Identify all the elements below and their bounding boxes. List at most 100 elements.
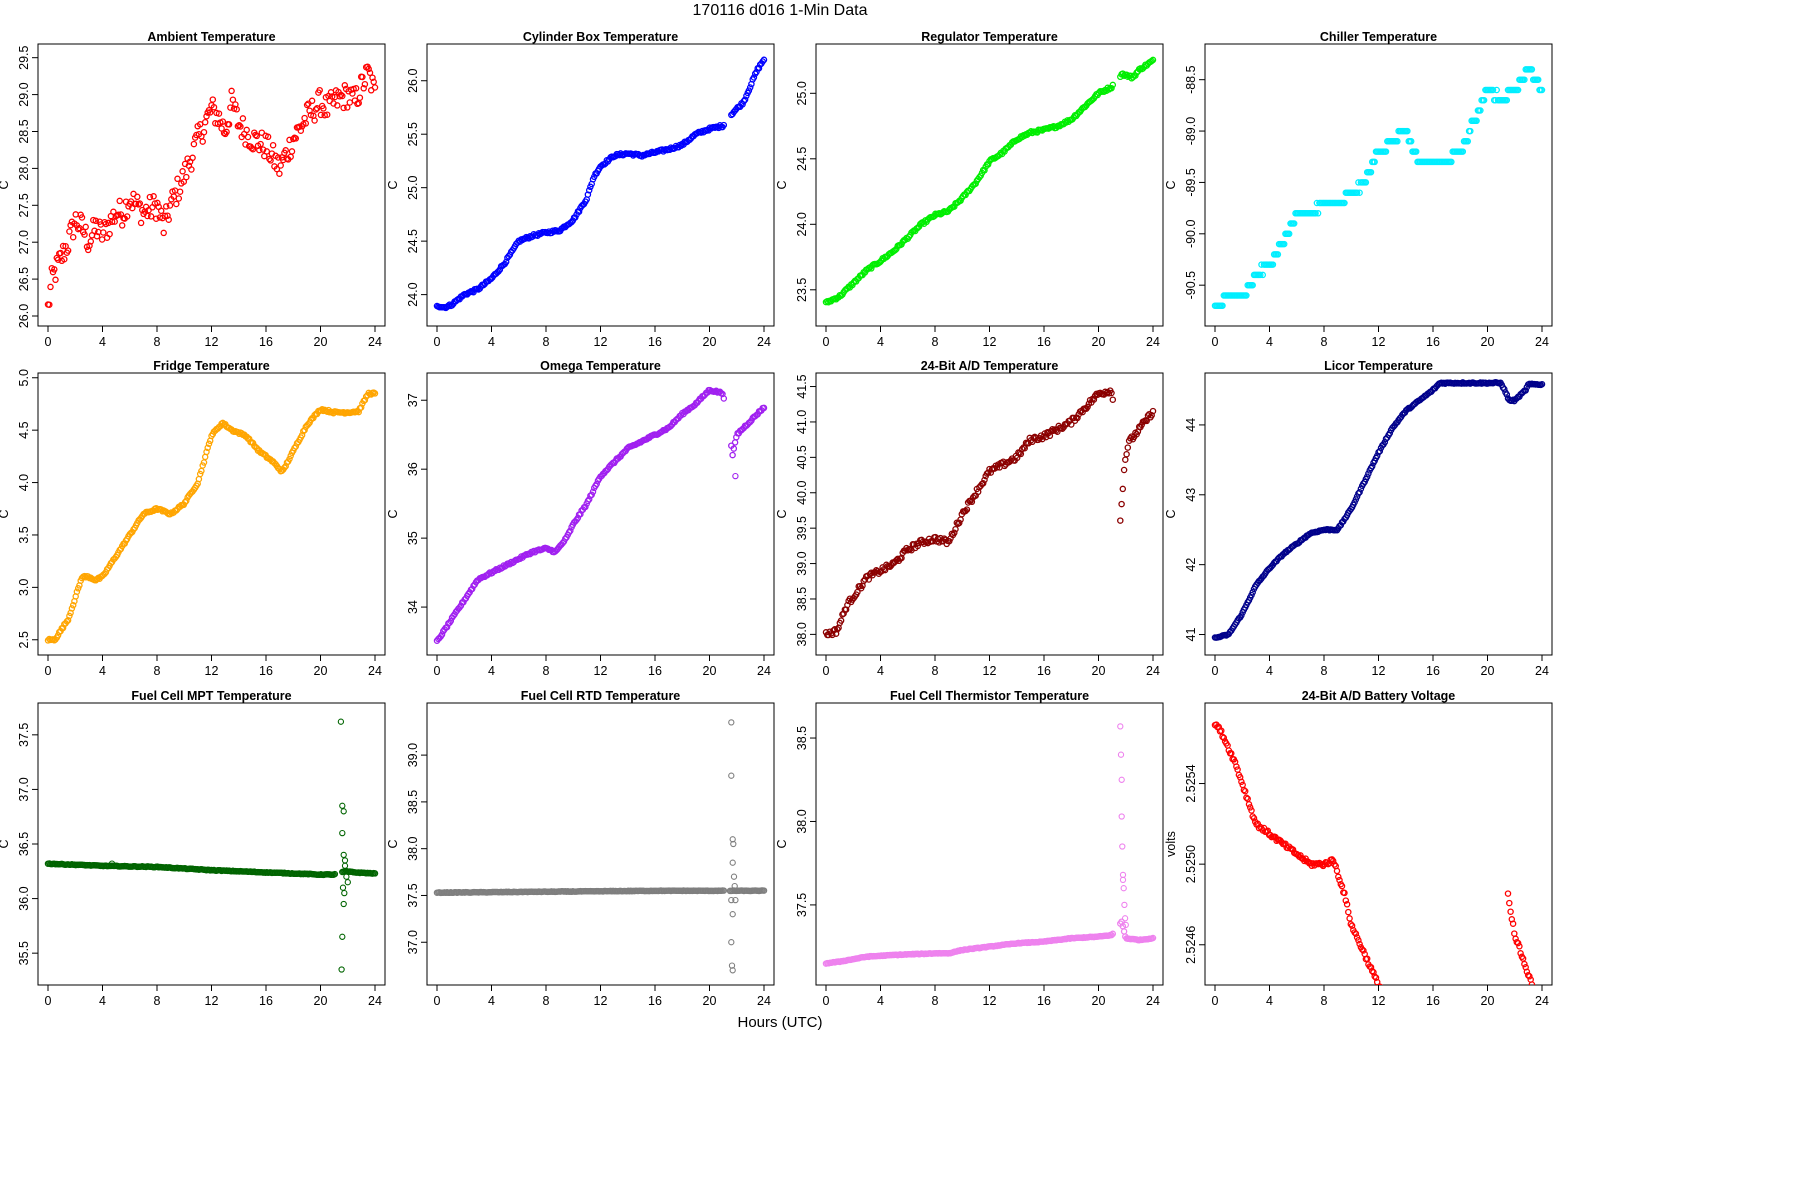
data-point — [1345, 908, 1352, 916]
data-point — [1531, 986, 1536, 991]
x-tick-label: 24 — [1146, 335, 1160, 349]
x-tick-label: 24 — [1535, 994, 1549, 1008]
y-tick-label: 35 — [406, 531, 420, 545]
data-point — [1514, 86, 1522, 94]
data-point — [237, 123, 244, 130]
data-point — [1049, 426, 1056, 433]
data-point — [200, 128, 208, 136]
data-point — [438, 631, 446, 638]
data-point — [1368, 967, 1376, 975]
y-tick-label: 36.5 — [17, 832, 31, 856]
data-point — [720, 121, 728, 129]
data-point — [760, 404, 768, 412]
data-point — [340, 104, 347, 112]
data-point — [360, 85, 367, 92]
x-tick-label: 8 — [154, 664, 161, 678]
data-point — [1124, 444, 1132, 451]
x-tick-label: 12 — [205, 664, 219, 678]
data-point — [760, 887, 768, 894]
data-point — [1333, 867, 1341, 875]
y-tick-label: -90.0 — [1184, 220, 1198, 249]
x-tick-label: 4 — [488, 994, 495, 1008]
data-point — [1382, 148, 1390, 155]
data-point — [1376, 983, 1383, 985]
outlier-point — [728, 772, 735, 779]
y-axis-label: C — [775, 839, 789, 848]
data-point — [1386, 429, 1394, 437]
data-point — [1376, 447, 1384, 455]
y-tick-label: 29.5 — [17, 45, 31, 69]
chart-panel-7: 24-Bit A/D Temperature C 0 4 8 12 16 20 24 38.0 38… — [775, 359, 1164, 678]
data-point — [291, 444, 298, 452]
plot-frame — [426, 43, 775, 327]
data-point — [1446, 1031, 1451, 1036]
outlier-point — [1122, 921, 1129, 929]
data-point — [1122, 456, 1129, 463]
x-tick-label: 20 — [314, 664, 328, 678]
y-axis-label: C — [386, 839, 400, 848]
y-tick-label: 42 — [1184, 558, 1198, 572]
x-tick-label: 12 — [594, 335, 608, 349]
data-point — [257, 140, 264, 148]
x-tick-label: 4 — [877, 335, 884, 349]
data-series — [822, 56, 1157, 306]
data-point — [1118, 500, 1125, 508]
y-tick-label: -89.5 — [1184, 168, 1198, 197]
data-point — [81, 231, 88, 238]
outlier-point — [729, 967, 736, 974]
data-point — [205, 440, 213, 448]
outlier-point — [337, 718, 345, 725]
data-point — [1290, 220, 1298, 227]
outlier-point — [732, 472, 739, 480]
x-tick-label: 16 — [648, 664, 662, 678]
data-point — [281, 464, 288, 471]
data-point — [61, 255, 68, 263]
x-tick-label: 20 — [1481, 994, 1495, 1008]
data-point — [1504, 890, 1512, 897]
data-point — [1371, 158, 1378, 166]
data-series — [433, 56, 768, 312]
data-point — [720, 395, 728, 402]
outlier-point — [344, 879, 351, 886]
data-point — [956, 519, 963, 527]
y-tick-label: 39.0 — [795, 551, 809, 575]
data-point — [1406, 1003, 1411, 1008]
outlier-point — [730, 840, 737, 848]
data-point — [282, 462, 289, 470]
chart-panel-12: 24-Bit A/D Battery Voltage volts 0 4 8 12 16 20… — [1164, 689, 1553, 1040]
outlier-point — [340, 808, 347, 815]
data-point — [1249, 281, 1256, 289]
data-point — [1356, 189, 1363, 196]
data-point — [981, 476, 988, 484]
x-tick-label: 0 — [434, 994, 441, 1008]
data-point — [1373, 452, 1381, 460]
data-point — [1459, 148, 1467, 155]
y-tick-label: 37.5 — [406, 883, 420, 907]
data-point — [1394, 138, 1401, 145]
data-point — [1370, 969, 1377, 976]
data-point — [339, 92, 346, 100]
data-point — [1453, 1038, 1458, 1040]
data-point — [1389, 998, 1394, 1003]
data-point — [1387, 995, 1392, 1000]
data-series — [1211, 379, 1546, 641]
data-point — [1238, 778, 1245, 786]
data-point — [1534, 76, 1542, 83]
data-point — [46, 301, 53, 308]
data-point — [1430, 1008, 1435, 1013]
x-tick-label: 12 — [983, 994, 997, 1008]
chart-panel-2: Cylinder Box Temperature C 0 4 8 12 16 20 24 24.0… — [386, 30, 775, 349]
x-tick-label: 0 — [434, 664, 441, 678]
data-point — [1148, 412, 1155, 419]
y-tick-label: 29.0 — [17, 82, 31, 106]
data-point — [331, 870, 339, 878]
outlier-point — [341, 889, 348, 897]
data-point — [154, 199, 161, 207]
outlier-point — [339, 802, 346, 809]
data-point — [981, 167, 988, 174]
data-point — [1538, 86, 1546, 94]
data-point — [1392, 998, 1397, 1003]
data-point — [588, 491, 595, 499]
data-point — [203, 113, 210, 120]
data-point — [1528, 981, 1536, 985]
